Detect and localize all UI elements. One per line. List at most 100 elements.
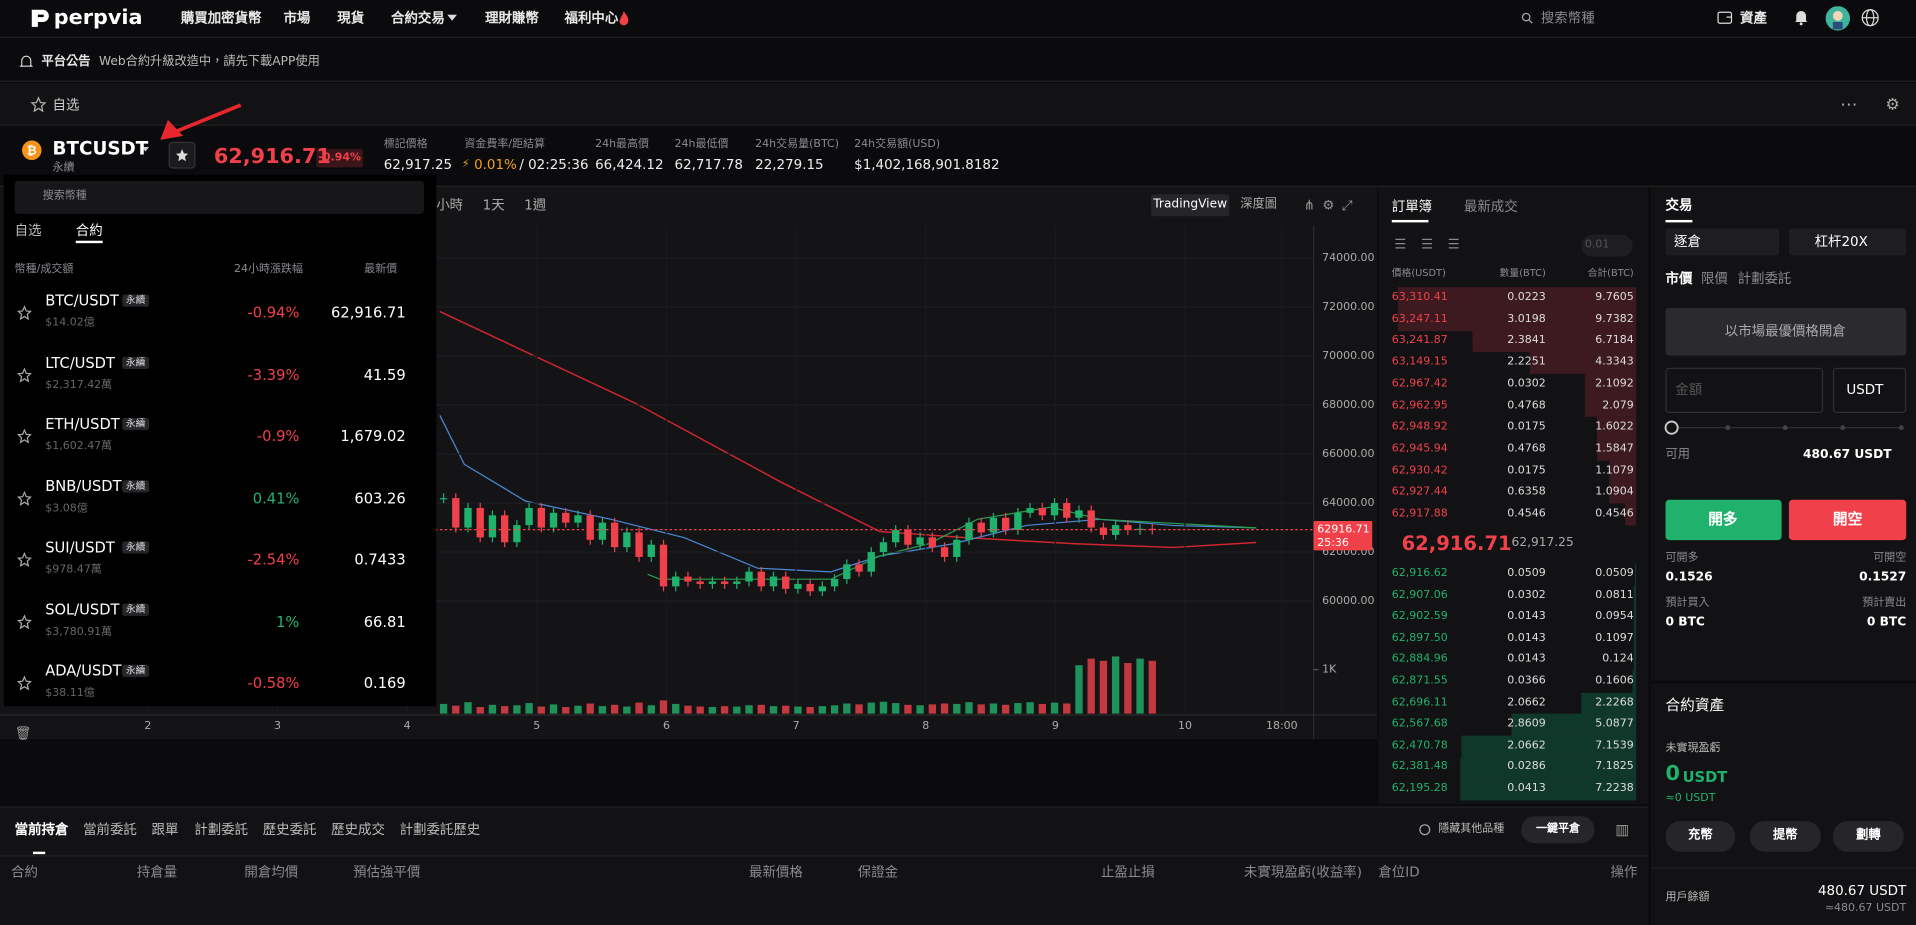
wallet-icon [1717,11,1733,24]
currency-select[interactable] [1832,367,1907,414]
interval-tab[interactable]: 小時 [436,197,464,214]
more-icon[interactable]: ⋯ [1840,95,1858,115]
nav-link[interactable]: 福利中心 [564,10,619,27]
view-tab[interactable]: TradingView [1153,197,1228,212]
nav-link[interactable]: 市場 [283,10,311,27]
interval-tab[interactable]: 1週 [524,197,547,214]
asset-action-bg[interactable] [1832,821,1904,852]
symbol[interactable]: BTCUSDT [52,137,149,160]
candle [439,498,448,500]
asset-action-bg[interactable] [1665,821,1736,852]
ob-amount: 0.0302 [1507,589,1546,602]
volume-bar [1063,703,1071,714]
symbol-caret[interactable] [141,146,150,153]
hide-others[interactable]: 隱藏其他品種 [1438,822,1505,836]
trash-icon[interactable]: 🗑 [14,725,32,742]
view-tab[interactable]: 深度圖 [1240,197,1277,212]
close-all[interactable]: 一鍵平倉 [1535,822,1580,836]
asset-action[interactable]: 劃轉 [1856,828,1881,842]
leverage-select[interactable] [1788,228,1907,256]
positions-col: 合約 [10,864,38,881]
nav-link[interactable]: 理財賺幣 [485,10,539,27]
hide-others-radio[interactable] [1419,824,1431,836]
tv-button[interactable] [1151,194,1230,217]
settings-icon[interactable]: ⚙ [1885,95,1900,115]
assets-link[interactable]: 資產 [1740,10,1767,27]
currency[interactable]: USDT [1846,381,1884,398]
ob-total: 2.2268 [1595,696,1634,709]
nav-link[interactable]: 購買加密貨幣 [180,10,262,27]
candle [659,544,668,587]
nav-link[interactable]: 現貨 [337,10,365,27]
x-tick-label: 9 [1052,719,1059,732]
leverage[interactable]: 杠杆20X [1814,234,1868,250]
order-type-tab[interactable]: 限價 [1700,270,1728,287]
buy-button[interactable]: 開多 [1708,510,1738,528]
price-tag-countdown: 25:36 [1317,536,1349,549]
ob-total: 7.1539 [1595,739,1634,752]
precision-select[interactable] [1581,234,1633,257]
nav-link[interactable]: 合約交易 [391,10,445,27]
margin-select[interactable] [1665,228,1780,256]
order-type-tab[interactable]: 市價 [1665,270,1693,287]
positions-tab[interactable]: 計劃委託 [194,821,249,838]
depth-bar [1397,287,1637,309]
order-type-tab[interactable]: 計劃委託 [1737,270,1792,287]
positions-tab[interactable]: 歷史成交 [331,821,385,838]
ob-total: 7.2238 [1595,782,1634,795]
ob-price: 62,948.92 [1391,421,1448,434]
ob-total: 1.0904 [1595,486,1634,499]
amount-slider[interactable] [1664,419,1908,436]
candle [1063,503,1071,518]
ob-amount: 0.0175 [1507,421,1546,434]
sell-button-bg[interactable] [1788,499,1907,541]
balance: 480.67 USDT [1817,882,1907,899]
amount-input[interactable] [1665,367,1824,414]
pnl-label: 未實現盈虧 [1665,742,1721,755]
sell-button[interactable]: 開空 [1832,510,1863,528]
positions-tab[interactable]: 當前持倉 [14,821,69,838]
x-tick-label: 8 [922,719,929,732]
margin-mode[interactable]: 逐倉 [1674,234,1701,250]
search-placeholder[interactable]: 搜索幣種 [1540,10,1595,27]
precision[interactable]: 0.01 [1584,238,1610,252]
x-tick-label: 5 [533,719,540,732]
candle [782,576,790,589]
asset-action[interactable]: 充幣 [1688,828,1713,842]
asset-action-bg[interactable] [1749,821,1821,852]
volume-bar [562,707,570,714]
positions-tab[interactable]: 計劃委託歷史 [399,821,481,838]
ob-total: 7.1825 [1595,761,1634,774]
logo: perpvia [53,5,143,30]
favorites-label[interactable]: 自选 [52,97,80,114]
orderbook-view-icons[interactable]: ☰☰☰ [1394,236,1475,253]
ma-line [439,415,1257,573]
depth-bar [1581,692,1637,715]
candle [525,507,533,526]
positions-tab[interactable]: 跟單 [151,821,179,838]
ob-price: 62,567.68 [1391,718,1448,731]
bell-icon[interactable] [1794,10,1809,26]
amount-placeholder[interactable]: 金額 [1675,381,1703,398]
max-short: 0.1527 [1859,570,1907,585]
buy-button-bg[interactable] [1665,499,1782,541]
chart-tools[interactable]: ⋔⚙⤢ [1303,197,1360,214]
orderbook-tab[interactable]: 訂單簿 [1391,198,1433,215]
positions-tab[interactable]: 歷史委託 [262,821,317,838]
interval-tab[interactable]: 1天 [482,197,505,214]
balance-approx: ≈480.67 USDT [1824,902,1907,915]
positions-tab[interactable]: 當前委託 [83,821,137,838]
volume-bar [806,707,814,714]
positions-icon[interactable]: ▥ [1615,821,1630,839]
depth-bar [1597,438,1637,461]
orderbook-tab[interactable]: 最新成交 [1463,198,1518,215]
candle [769,576,778,587]
volume-bar [586,703,594,714]
ob-total: 4.3343 [1595,356,1634,369]
fav-star[interactable] [30,96,47,113]
trade-title[interactable]: 交易 [1665,197,1693,214]
avatar[interactable] [1825,6,1851,31]
asset-action[interactable]: 提幣 [1773,828,1798,842]
close-all-bg[interactable] [1521,816,1595,844]
globe-icon[interactable] [1861,9,1879,27]
